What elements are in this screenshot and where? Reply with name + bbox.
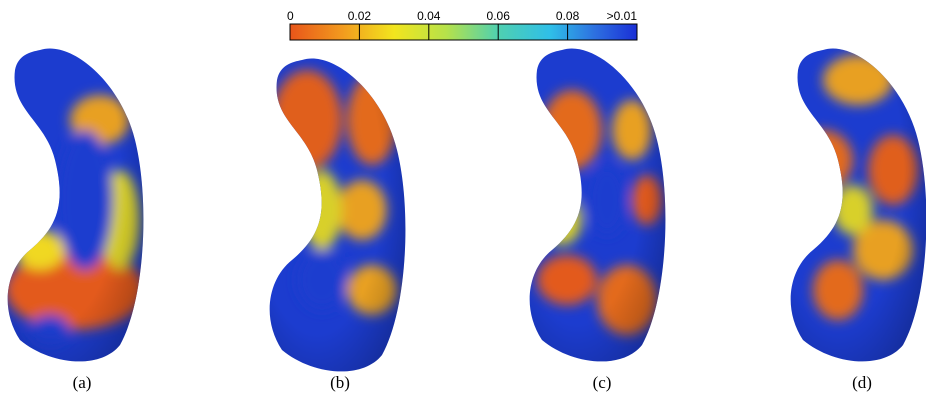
panel-label: (c) bbox=[593, 373, 612, 392]
panel-label: (d) bbox=[852, 373, 872, 392]
colorbar-tick-label: 0.04 bbox=[417, 9, 441, 23]
panel-b: (b) bbox=[270, 58, 406, 392]
colorbar-tick-label: 0.06 bbox=[487, 9, 511, 23]
colorbar-tick-label: 0 bbox=[287, 9, 294, 23]
figure: 0 0.02 0.04 0.06 0.08 >0.01 (a) (b) bbox=[0, 0, 926, 403]
panel-c: (c) bbox=[530, 48, 666, 392]
colorbar-tick-label: 0.08 bbox=[556, 9, 580, 23]
colorbar-tick-label: 0.02 bbox=[348, 9, 372, 23]
panel-d: (d) bbox=[791, 48, 926, 392]
panel-label: (a) bbox=[73, 373, 92, 392]
panel-label: (b) bbox=[330, 373, 350, 392]
colorbar-tick-label: >0.01 bbox=[607, 9, 638, 23]
colorbar bbox=[290, 24, 637, 40]
panel-a: (a) bbox=[5, 48, 145, 392]
